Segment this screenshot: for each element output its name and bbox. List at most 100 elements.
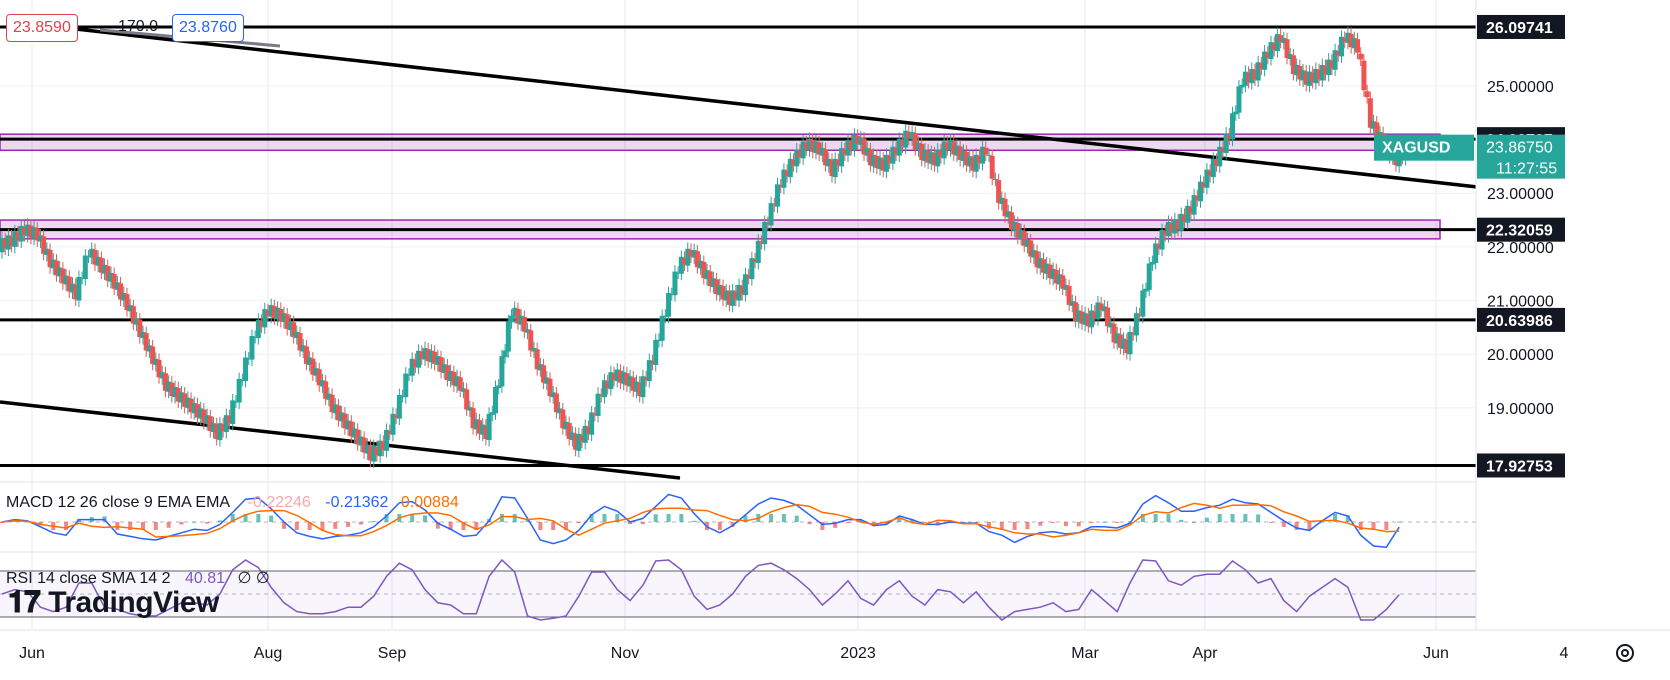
macd-hist-bar [499,514,504,522]
macd-hist-bar [858,519,863,522]
candle-body [553,393,559,413]
candle-body [377,440,383,457]
candle-body [182,393,188,407]
candle-body [297,333,303,351]
settings-gear-icon[interactable] [1612,640,1638,666]
time-tick-label: Nov [611,645,639,662]
candle-body [1028,240,1034,257]
candle-body [438,357,444,372]
candle-body [1297,66,1303,80]
candle-body [493,386,498,414]
buy-price-button[interactable]: 23.8760 [172,14,244,42]
price-axis[interactable]: 25.00000 23.00000 22.00000 21.00000 20.00000… [1374,0,1670,630]
macd-hist-bar [1102,521,1107,523]
candle-body [28,225,34,238]
macd-hist-bar [1345,515,1350,522]
candle-body [797,150,803,158]
level-tag-bg [1477,453,1565,478]
candle-body [1326,59,1332,76]
candle-body [1185,205,1191,223]
candle-body [130,306,136,324]
macd-hist-bar [564,522,568,530]
candle-body [1005,211,1011,218]
candle-body [835,159,841,166]
candle-body [515,308,521,324]
candle-body [1130,333,1136,335]
candle-body [1050,268,1056,280]
candle-body [1060,275,1066,289]
candle-body [883,154,889,172]
candle-body [406,374,412,376]
candle-body [1031,250,1037,258]
candle-body [1181,214,1187,222]
macd-hist-bar [1294,522,1299,530]
candle-body [1066,286,1072,305]
macd-hist-bar [1063,522,1068,527]
candle-body [589,412,595,435]
macd-hist-bar [1333,514,1338,522]
candle-body [617,370,623,383]
candle-body [1149,261,1155,265]
candle-body [339,412,345,422]
candle-body [1047,264,1053,279]
candle-body [140,331,146,339]
candle-body [1230,113,1236,140]
candle-body [223,415,229,433]
current-price-label: 23.86750 [1486,140,1553,157]
candle-body [1198,181,1203,202]
candle-body [1316,70,1322,80]
macd-hist-bar [602,514,607,522]
candle-body [1220,147,1226,152]
candle-body [473,419,479,430]
candle-body [1178,213,1184,231]
macd-legend[interactable]: MACD 12 26 close 9 EMA EMA -0.22246 -0.2… [6,494,459,512]
candle-body [922,149,928,162]
candle-body [1069,301,1075,306]
candle-body [9,236,15,246]
candle-body [278,308,284,321]
candle-body [1201,182,1207,187]
candle-body [1012,221,1018,231]
candle-body [916,142,921,151]
candle-body [316,369,322,386]
rsi-legend[interactable]: RSI 14 close SMA 14 2 40.81 ∅ ∅ [6,568,270,588]
candle-body [262,309,268,328]
candle-body [178,392,184,403]
candle-body [259,320,265,327]
candle-body [592,413,598,415]
candle-body [1361,60,1367,91]
candle-body [1204,169,1210,188]
candle-body [682,257,688,265]
candle-body [172,386,178,398]
candle-body [1040,259,1046,273]
candle-body [313,368,319,376]
macd-hist-bar [282,522,286,529]
macd-hist-bar [448,522,453,530]
time-axis[interactable]: Jun Aug Sep Nov 2023 Mar Apr Jun 4 [0,629,1670,662]
macd-hist-bar [884,522,889,525]
candle-body [380,441,386,450]
candle-body [1089,310,1095,328]
candle-body [829,159,835,177]
candle-body [659,315,665,341]
candle-body [1057,274,1062,285]
candle-body [201,409,207,423]
macd-hist-bar [833,522,838,528]
candle-body [707,271,713,287]
candle-body [1294,64,1300,76]
candle-body [534,349,540,370]
candle-body [342,413,348,429]
candle-body [53,260,59,276]
candle-body [79,278,85,280]
macd-hist-bar [410,514,415,522]
candle-body [486,413,492,441]
candle-body [1322,66,1328,75]
upper-trend-line [39,23,1576,200]
sell-price-button[interactable]: 23.8590 [6,14,78,42]
candle-body [1002,198,1008,217]
candle-body [1021,231,1027,246]
candle-body [1063,285,1069,290]
candle-body [1249,68,1255,84]
macd-hist-bar [1012,522,1017,530]
